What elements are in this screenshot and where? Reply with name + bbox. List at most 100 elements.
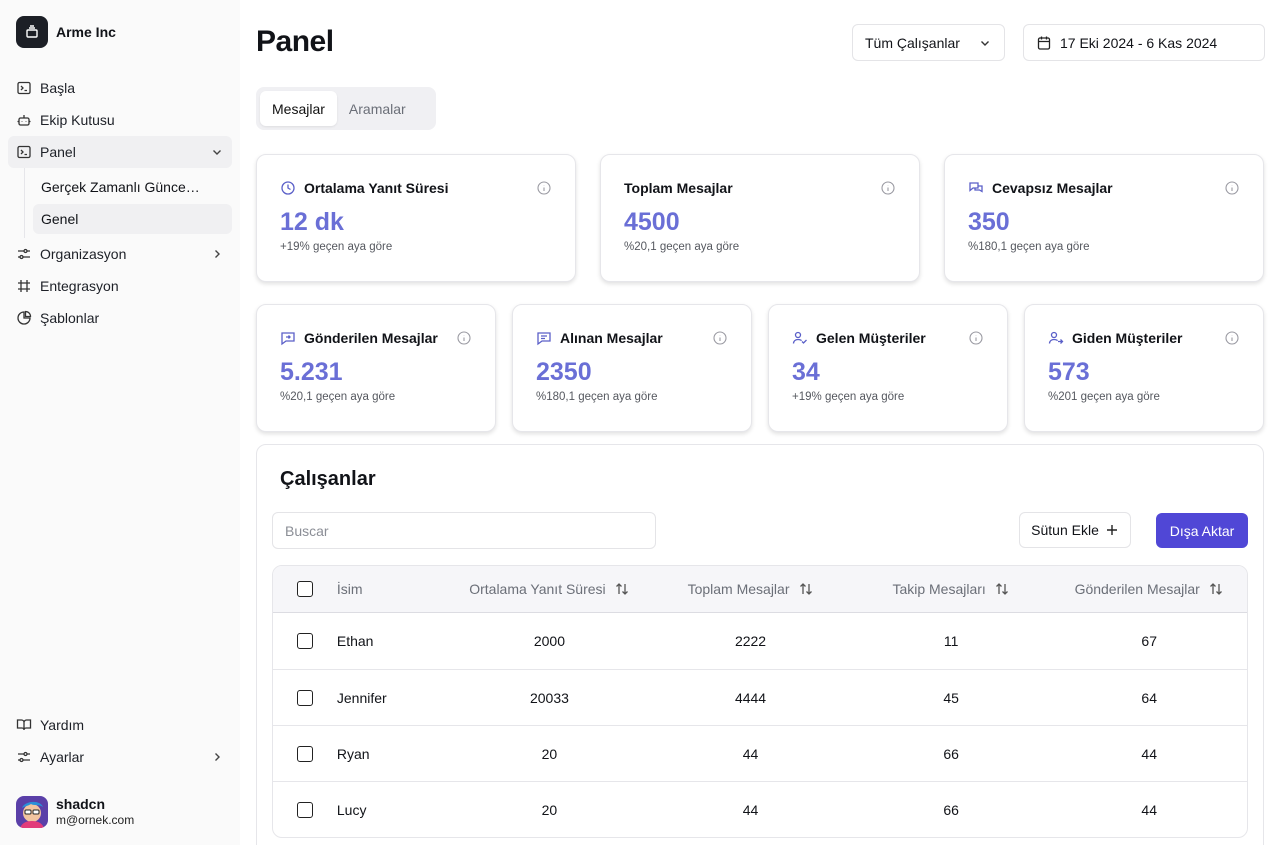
column-header-avg-response[interactable]: Ortalama Yanıt Süresi xyxy=(449,581,651,597)
info-icon[interactable] xyxy=(1225,331,1239,345)
cell-follow-up: 66 xyxy=(943,801,959,818)
export-button[interactable]: Dışa Aktar xyxy=(1156,513,1248,548)
cell-total-messages: 44 xyxy=(742,801,759,818)
stat-value: 2350 xyxy=(536,358,592,386)
cell-avg-response: 20033 xyxy=(529,689,569,706)
sort-arrows-icon[interactable] xyxy=(994,581,1010,597)
employee-select[interactable]: Tüm Çalışanlar xyxy=(852,24,1005,61)
main-content: Panel Tüm Çalışanlar 17 Eki 2024 - 6 Kas… xyxy=(240,0,1280,845)
cell-follow-up: 66 xyxy=(943,745,959,762)
column-header-label: İsim xyxy=(336,581,363,597)
employees-panel: Çalışanlar Sütun Ekle Dışa Aktar İsim Or… xyxy=(256,444,1264,845)
date-range-value: 17 Eki 2024 - 6 Kas 2024 xyxy=(1060,34,1218,51)
nav-item-ayarlar[interactable]: Ayarlar xyxy=(8,741,232,773)
hash-icon xyxy=(16,278,32,294)
avatar xyxy=(16,796,48,828)
search-input[interactable] xyxy=(272,512,656,549)
cell-avg-response: 20 xyxy=(541,801,558,818)
row-checkbox[interactable] xyxy=(296,689,313,706)
info-icon[interactable] xyxy=(457,331,471,345)
column-header-sent[interactable]: Gönderilen Mesajlar xyxy=(1051,581,1247,597)
info-icon[interactable] xyxy=(537,181,551,195)
stat-value: 34 xyxy=(792,358,820,386)
cell-total-messages: 2222 xyxy=(734,633,767,649)
calendar-icon xyxy=(1036,35,1052,51)
info-icon[interactable] xyxy=(1225,181,1239,195)
stat-value: 5.231 xyxy=(280,358,343,386)
employees-table: İsim Ortalama Yanıt Süresi Toplam Mesajl… xyxy=(272,565,1248,838)
column-header-label: Gönderilen Mesajlar xyxy=(1074,581,1200,597)
column-header-total-messages[interactable]: Toplam Mesajlar xyxy=(650,581,851,597)
cell-sent: 44 xyxy=(1141,801,1157,818)
stat-change: %20,1 geçen aya göre xyxy=(624,241,895,253)
user-email: m@ornek.com xyxy=(56,813,135,827)
clock-icon xyxy=(280,180,296,196)
sidebar: Arme Inc Başla Ekip Kutusu Panel Gerçek … xyxy=(0,0,240,845)
nav-label: Şablonlar xyxy=(40,310,100,326)
sub-item-realtime[interactable]: Gerçek Zamanlı Güncellemeler xyxy=(33,172,232,202)
row-checkbox[interactable] xyxy=(296,745,313,762)
chevron-down-icon xyxy=(210,145,224,159)
main-nav: Başla Ekip Kutusu Panel Gerçek Zamanlı G… xyxy=(8,72,232,334)
cell-avg-response: 2000 xyxy=(533,633,566,649)
stat-card-sent: Gönderilen Mesajlar 5.231 %20,1 geçen ay… xyxy=(256,304,496,432)
cell-name: Ryan xyxy=(336,745,370,762)
tab-mesajlar[interactable]: Mesajlar xyxy=(260,91,337,126)
nav-item-organizasyon[interactable]: Organizasyon xyxy=(8,238,232,270)
info-icon[interactable] xyxy=(969,331,983,345)
nav-item-entegrasyon[interactable]: Entegrasyon xyxy=(8,270,232,302)
stat-value: 350 xyxy=(968,208,1010,236)
row-checkbox[interactable] xyxy=(296,801,313,818)
bottom-nav: Yardım Ayarlar xyxy=(8,709,232,773)
select-all-checkbox[interactable] xyxy=(296,581,313,597)
table-row[interactable]: Ryan 20 44 66 44 xyxy=(273,725,1247,781)
nav-item-ekip-kutusu[interactable]: Ekip Kutusu xyxy=(8,104,232,136)
sort-arrows-icon[interactable] xyxy=(798,581,814,597)
stat-change-value: +19% xyxy=(280,241,310,253)
nav-item-panel[interactable]: Panel xyxy=(8,136,232,168)
table-row[interactable]: Lucy 20 44 66 44 xyxy=(273,781,1247,837)
nav-label: Panel xyxy=(40,144,76,160)
date-range-picker[interactable]: 17 Eki 2024 - 6 Kas 2024 xyxy=(1023,24,1265,61)
stat-change: %20,1 geçen aya göre xyxy=(280,391,471,403)
messages-icon xyxy=(968,180,984,196)
stat-value: 4500 xyxy=(624,208,680,236)
sub-item-label: Gerçek Zamanlı Güncellemeler xyxy=(41,179,201,195)
user-profile[interactable]: shadcn m@ornek.com xyxy=(16,796,134,828)
sort-arrows-icon[interactable] xyxy=(614,581,630,597)
nav-label: Organizasyon xyxy=(40,246,127,262)
stat-value: 573 xyxy=(1048,358,1090,386)
tab-aramalar[interactable]: Aramalar xyxy=(348,100,406,117)
brand[interactable]: Arme Inc xyxy=(16,16,116,48)
stat-title: Gelen Müşteriler xyxy=(816,330,926,346)
table-row[interactable]: Ethan 2000 2222 11 67 xyxy=(273,613,1247,669)
row-checkbox[interactable] xyxy=(296,633,313,649)
brand-logo-icon xyxy=(16,16,48,48)
tab-list: Mesajlar Aramalar xyxy=(256,87,436,130)
stat-change-value: %180,1 xyxy=(968,241,1008,253)
info-icon[interactable] xyxy=(881,181,895,195)
stat-card-outgoing-customers: Giden Müşteriler 573 %201 geçen aya göre xyxy=(1024,304,1264,432)
bot-icon xyxy=(16,112,32,128)
stat-title: Alınan Mesajlar xyxy=(560,330,663,346)
nav-item-basla[interactable]: Başla xyxy=(8,72,232,104)
info-icon[interactable] xyxy=(713,331,727,345)
table-row[interactable]: Jennifer 20033 4444 45 64 xyxy=(273,669,1247,725)
nav-item-sablonlar[interactable]: Şablonlar xyxy=(8,302,232,334)
cell-total-messages: 4444 xyxy=(734,689,767,706)
cell-name: Lucy xyxy=(336,801,367,818)
stat-change-note: geçen aya göre xyxy=(1010,241,1090,253)
column-header-follow-up[interactable]: Takip Mesajları xyxy=(851,581,1052,597)
stat-change-note: geçen aya göre xyxy=(315,391,396,403)
sort-arrows-icon[interactable] xyxy=(1208,581,1224,597)
column-header-name[interactable]: İsim xyxy=(337,581,449,597)
add-column-button[interactable]: Sütun Ekle xyxy=(1019,512,1131,548)
sub-item-label: Genel xyxy=(41,211,79,227)
sub-item-genel[interactable]: Genel xyxy=(33,204,232,234)
table-header-row: İsim Ortalama Yanıt Süresi Toplam Mesajl… xyxy=(273,566,1247,613)
stat-change: %180,1 geçen aya göre xyxy=(536,391,727,403)
nav-item-yardim[interactable]: Yardım xyxy=(8,709,232,741)
stat-title: Ortalama Yanıt Süresi xyxy=(304,180,449,196)
terminal-icon xyxy=(16,80,32,96)
stat-change-value: %201 xyxy=(1048,391,1078,403)
